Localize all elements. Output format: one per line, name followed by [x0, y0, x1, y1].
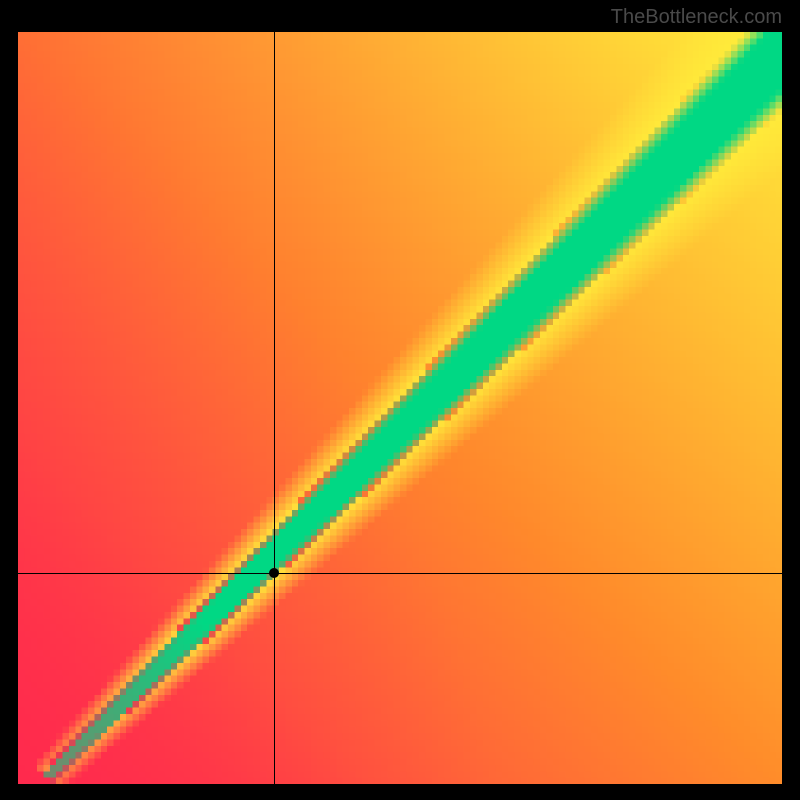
heatmap-canvas: [18, 32, 782, 784]
watermark-text: TheBottleneck.com: [611, 6, 782, 29]
crosshair-vertical: [274, 32, 275, 784]
crosshair-marker-dot: [269, 568, 279, 578]
crosshair-horizontal: [18, 573, 782, 574]
heatmap-plot: [18, 32, 782, 784]
